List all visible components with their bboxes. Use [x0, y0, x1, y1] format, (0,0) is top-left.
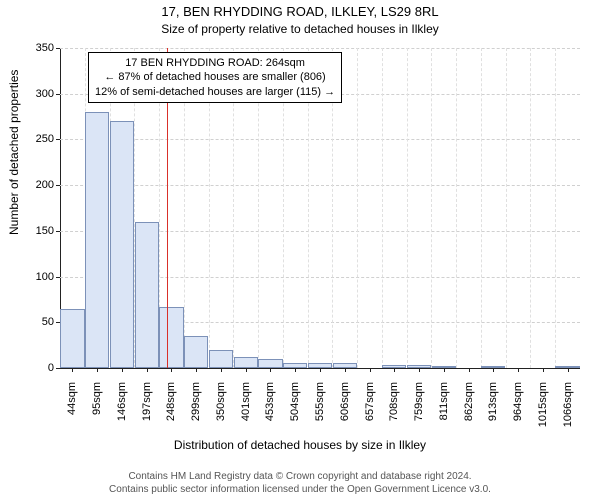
y-tick-label: 200 [4, 179, 54, 191]
x-tick-mark [543, 368, 544, 372]
x-tick-mark [444, 368, 445, 372]
histogram-bar [258, 359, 282, 368]
gridline-vertical [407, 48, 408, 368]
x-tick-mark [270, 368, 271, 372]
histogram-bar [209, 350, 233, 368]
x-tick-label: 44sqm [66, 382, 78, 442]
x-tick-mark [345, 368, 346, 372]
x-tick-mark [419, 368, 420, 372]
y-tick-mark [56, 185, 60, 186]
y-tick-mark [56, 94, 60, 95]
x-tick-mark [171, 368, 172, 372]
x-tick-label: 555sqm [314, 382, 326, 442]
x-tick-mark [518, 368, 519, 372]
x-tick-mark [246, 368, 247, 372]
x-tick-mark [394, 368, 395, 372]
x-tick-label: 913sqm [487, 382, 499, 442]
y-tick-label: 100 [4, 271, 54, 283]
x-tick-label: 299sqm [190, 382, 202, 442]
x-tick-label: 504sqm [289, 382, 301, 442]
histogram-bar [184, 336, 208, 368]
gridline-vertical [357, 48, 358, 368]
x-tick-label: 606sqm [339, 382, 351, 442]
x-tick-mark [97, 368, 98, 372]
x-tick-label: 350sqm [215, 382, 227, 442]
x-tick-mark [147, 368, 148, 372]
histogram-bar [159, 307, 183, 368]
y-tick-mark [56, 231, 60, 232]
x-tick-mark [568, 368, 569, 372]
x-tick-label: 1015sqm [537, 382, 549, 442]
footer-line: Contains HM Land Registry data © Crown c… [0, 471, 600, 484]
annotation-box: 17 BEN RHYDDING ROAD: 264sqm ← 87% of de… [88, 52, 342, 103]
x-tick-label: 146sqm [116, 382, 128, 442]
y-tick-mark [56, 368, 60, 369]
footer-line: Contains public sector information licen… [0, 484, 600, 497]
gridline-vertical [456, 48, 457, 368]
x-tick-mark [196, 368, 197, 372]
x-tick-label: 964sqm [512, 382, 524, 442]
x-tick-mark [221, 368, 222, 372]
gridline-vertical [382, 48, 383, 368]
x-tick-mark [72, 368, 73, 372]
histogram-bar [234, 357, 258, 368]
gridline-horizontal [60, 185, 580, 186]
page-title: 17, BEN RHYDDING ROAD, ILKLEY, LS29 8RL [0, 4, 600, 19]
x-tick-mark [469, 368, 470, 372]
annotation-line: 17 BEN RHYDDING ROAD: 264sqm [95, 56, 335, 70]
annotation-line: ← 87% of detached houses are smaller (80… [95, 70, 335, 84]
x-tick-label: 657sqm [364, 382, 376, 442]
gridline-vertical [481, 48, 482, 368]
x-axis-label: Distribution of detached houses by size … [0, 438, 600, 452]
gridline-vertical [431, 48, 432, 368]
x-tick-label: 708sqm [388, 382, 400, 442]
x-tick-label: 401sqm [240, 382, 252, 442]
y-tick-mark [56, 139, 60, 140]
histogram-bar [110, 121, 134, 368]
x-tick-label: 248sqm [165, 382, 177, 442]
x-tick-label: 95sqm [91, 382, 103, 442]
gridline-vertical [530, 48, 531, 368]
x-tick-mark [122, 368, 123, 372]
page-subtitle: Size of property relative to detached ho… [0, 22, 600, 36]
y-tick-label: 250 [4, 133, 54, 145]
gridline-horizontal [60, 139, 580, 140]
y-tick-label: 150 [4, 225, 54, 237]
x-tick-label: 453sqm [264, 382, 276, 442]
footer-attribution: Contains HM Land Registry data © Crown c… [0, 471, 600, 496]
gridline-horizontal [60, 48, 580, 49]
x-tick-label: 811sqm [438, 382, 450, 442]
histogram-bar [85, 112, 109, 368]
annotation-line: 12% of semi-detached houses are larger (… [95, 85, 335, 99]
x-tick-label: 759sqm [413, 382, 425, 442]
y-tick-label: 50 [4, 316, 54, 328]
y-tick-label: 300 [4, 88, 54, 100]
x-tick-mark [370, 368, 371, 372]
y-tick-label: 0 [4, 362, 54, 374]
gridline-vertical [506, 48, 507, 368]
y-tick-mark [56, 277, 60, 278]
y-tick-mark [56, 48, 60, 49]
chart-root: 17, BEN RHYDDING ROAD, ILKLEY, LS29 8RL … [0, 0, 600, 500]
histogram-bar [60, 309, 84, 368]
x-tick-label: 197sqm [141, 382, 153, 442]
x-tick-mark [295, 368, 296, 372]
x-tick-label: 1066sqm [562, 382, 574, 442]
gridline-vertical [555, 48, 556, 368]
x-tick-mark [320, 368, 321, 372]
y-tick-label: 350 [4, 42, 54, 54]
x-tick-mark [493, 368, 494, 372]
histogram-bar [135, 222, 159, 368]
x-tick-label: 862sqm [463, 382, 475, 442]
